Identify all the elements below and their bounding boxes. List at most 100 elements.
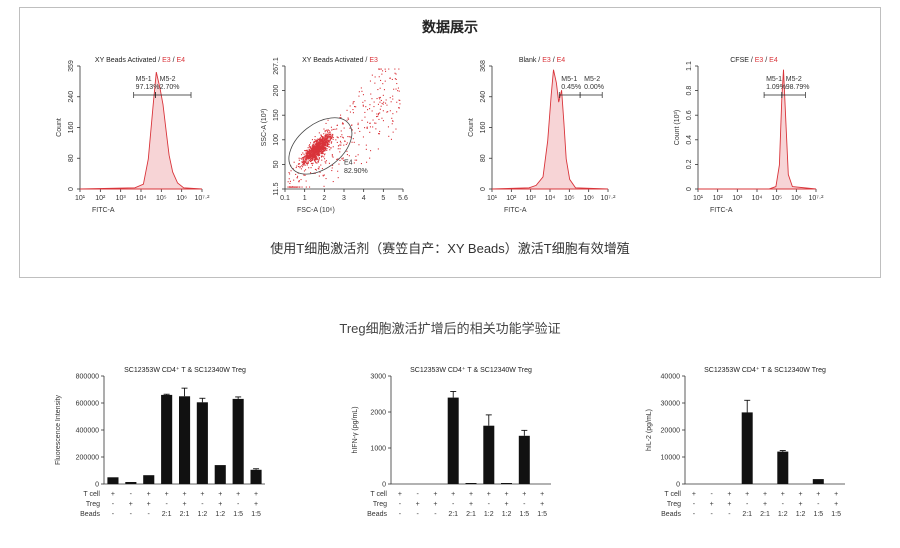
scatter-point [379, 87, 381, 89]
scatter-point [305, 159, 307, 161]
scatter-point [323, 141, 325, 143]
condition-value: + [692, 491, 696, 498]
scatter-point [356, 159, 358, 161]
scatter-point [318, 149, 320, 151]
scatter-point [375, 128, 377, 130]
scatter-point [332, 134, 334, 136]
scatter-point [315, 144, 317, 146]
scatter-point [318, 166, 320, 168]
scatter-point [370, 93, 372, 95]
scatter-point [317, 161, 319, 163]
scatter-point [323, 149, 325, 151]
scatter-point [312, 146, 314, 148]
scatter-point [323, 156, 325, 158]
scatter-point [318, 152, 320, 154]
scatter-point [298, 180, 300, 182]
scatter-point [288, 172, 290, 174]
scatter-point [381, 102, 383, 104]
x-tick-label: 1 [303, 195, 307, 202]
scatter-point [369, 108, 371, 110]
scatter-point [391, 78, 393, 80]
scatter-point [314, 160, 316, 162]
scatter-point [315, 147, 317, 149]
scatter-point [297, 175, 299, 177]
scatter-point [310, 146, 312, 148]
scatter-point [366, 127, 368, 129]
condition-value: + [834, 501, 838, 508]
condition-value: + [799, 491, 803, 498]
scatter-point [314, 143, 316, 145]
scatter-point [299, 167, 301, 169]
scatter-point [312, 147, 314, 149]
scatter-point [301, 161, 303, 163]
x-tick-label: 4 [362, 195, 366, 202]
condition-value: - [693, 511, 696, 518]
scatter-point [325, 148, 327, 150]
scatter-point [323, 147, 325, 149]
scatter-point [303, 156, 305, 158]
y-tick-label: 240 [480, 91, 487, 103]
scatter-point [314, 153, 316, 155]
x-axis-label: FSC-A (10⁶) [297, 207, 335, 214]
scatter-point [309, 152, 311, 154]
scatter-point [337, 145, 339, 147]
condition-value: 1:2 [796, 511, 806, 518]
scatter-point [345, 143, 347, 145]
scatter-point [364, 100, 366, 102]
x-tick-label: 10⁵ [771, 195, 782, 202]
x-tick-label: 10³ [732, 195, 743, 202]
scatter-point [320, 148, 322, 150]
scatter-point [372, 126, 374, 128]
scatter-point [305, 158, 307, 160]
scatter-point [353, 141, 355, 143]
scatter-point [308, 155, 310, 157]
scatter-point [342, 137, 344, 139]
scatter-point [316, 151, 318, 153]
condition-value: - [148, 511, 151, 518]
scatter-point [320, 139, 322, 141]
scatter-point [327, 140, 329, 142]
scatter-point [315, 156, 317, 158]
condition-value: 1:5 [813, 511, 823, 518]
scatter-point [293, 179, 295, 181]
scatter-point [342, 157, 344, 159]
scatter-point [302, 164, 304, 166]
scatter-point [394, 72, 396, 74]
scatter-point [314, 155, 316, 157]
condition-value: + [254, 491, 258, 498]
scatter-point [321, 141, 323, 143]
scatter-point [310, 148, 312, 150]
scatter-point [302, 164, 304, 166]
scatter-point [311, 153, 313, 155]
scatter-point [315, 140, 317, 142]
scatter-point [317, 148, 319, 150]
scatter-point [329, 140, 331, 142]
scatter-point [315, 152, 317, 154]
scatter-point [330, 135, 332, 137]
scatter-point [357, 122, 359, 124]
y-axis-label: Count (10³) [674, 110, 681, 145]
scatter-point [391, 117, 393, 119]
scatter-point [316, 141, 318, 143]
scatter-point [313, 146, 315, 148]
condition-value: - [399, 501, 402, 508]
scatter-point [341, 123, 343, 125]
scatter-point [319, 140, 321, 142]
bar [447, 397, 459, 484]
scatter-point [325, 138, 327, 140]
x-tick-label: 10⁴ [136, 195, 147, 202]
condition-row-label: Treg [667, 501, 681, 508]
scatter-point [290, 186, 292, 188]
condition-value: + [710, 501, 714, 508]
scatter-point [308, 167, 310, 169]
scatter-point [319, 149, 321, 151]
scatter-point [323, 145, 325, 147]
scatter-point [369, 131, 371, 133]
scatter-point [301, 158, 303, 160]
scatter-point [369, 104, 371, 106]
scatter-point [324, 148, 326, 150]
scatter-point [318, 141, 320, 143]
scatter-point [353, 101, 355, 103]
scatter-point [337, 148, 339, 150]
gate-ellipse [288, 117, 353, 175]
